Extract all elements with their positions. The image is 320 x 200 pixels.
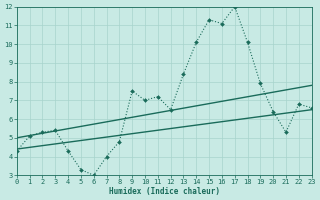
X-axis label: Humidex (Indice chaleur): Humidex (Indice chaleur) xyxy=(109,187,220,196)
